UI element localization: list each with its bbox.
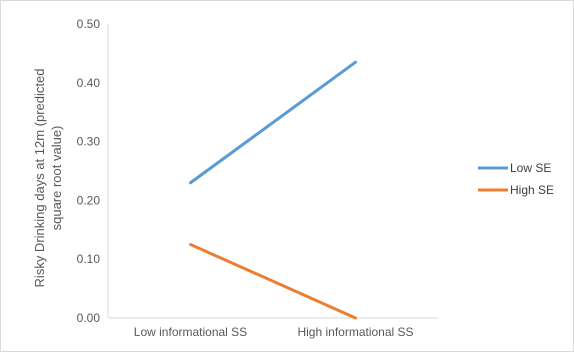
series-line-low-se xyxy=(189,60,357,185)
legend: Low SE High SE xyxy=(478,161,554,197)
legend-label: Low SE xyxy=(510,161,551,175)
x-tick-label: Low informational SS xyxy=(134,325,247,339)
y-ticks: 0.00 0.10 0.20 0.30 0.40 0.50 xyxy=(77,17,101,325)
y-tick-label: 0.30 xyxy=(77,135,101,149)
x-ticks: Low informational SS High informational S… xyxy=(134,325,414,339)
y-tick-label: 0.40 xyxy=(77,76,101,90)
axes xyxy=(107,24,438,319)
y-axis-title-line-2: square root value) xyxy=(49,126,64,231)
y-axis-title-line-1: Risky Drinking days at 12m (predicted xyxy=(32,69,47,288)
series-lines xyxy=(189,60,357,320)
y-axis-title: Risky Drinking days at 12m (predicted sq… xyxy=(32,69,64,288)
x-tick-label: High informational SS xyxy=(297,325,413,339)
y-tick-label: 0.00 xyxy=(77,311,101,325)
y-tick-label: 0.50 xyxy=(77,17,101,31)
y-tick-label: 0.20 xyxy=(77,193,101,207)
series-line-high-se xyxy=(189,243,357,320)
y-tick-label: 0.10 xyxy=(77,252,101,266)
legend-label: High SE xyxy=(510,183,554,197)
